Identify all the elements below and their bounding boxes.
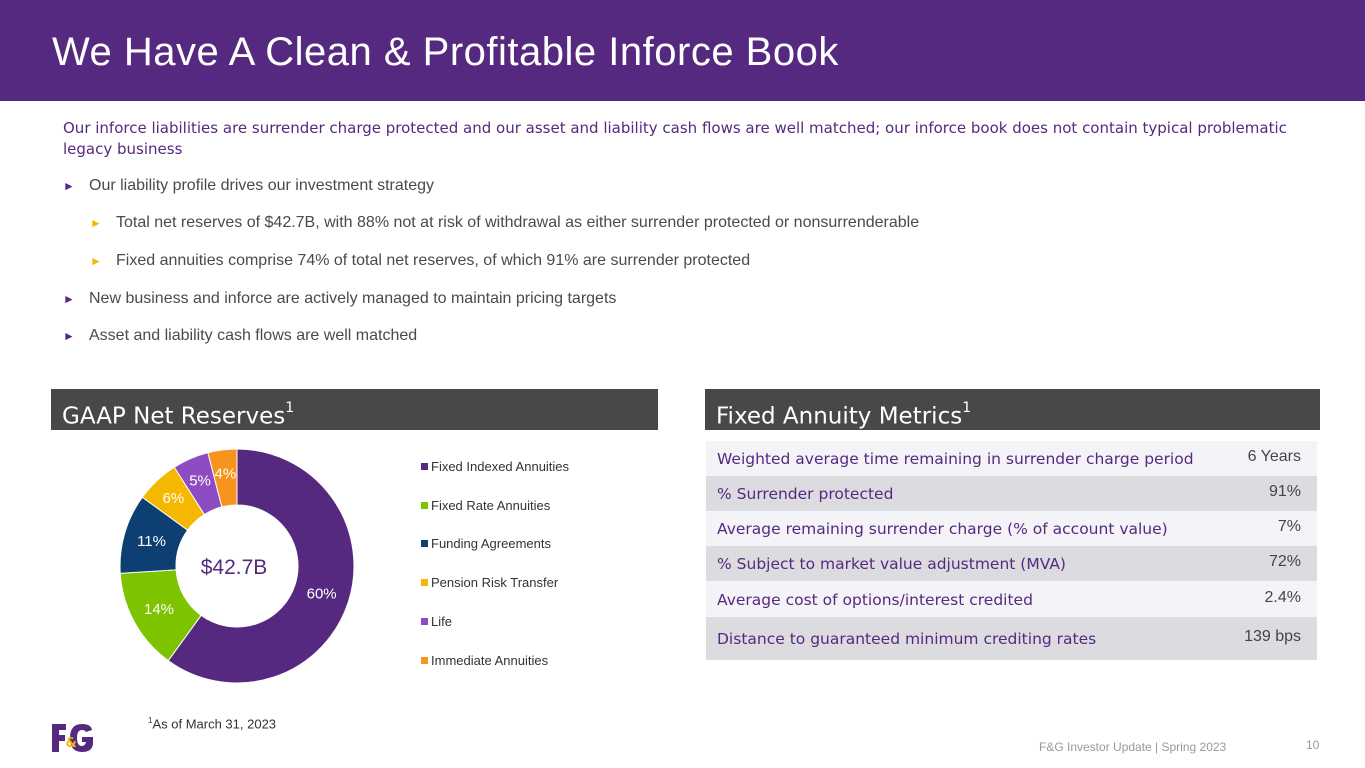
metrics-row: Average cost of options/interest credite… xyxy=(706,581,1317,617)
legend-item: Life xyxy=(421,614,452,629)
metric-value: 2.4% xyxy=(1264,588,1301,606)
metric-label: Weighted average time remaining in surre… xyxy=(717,450,1194,468)
legend-label: Pension Risk Transfer xyxy=(431,575,559,591)
legend-swatch xyxy=(421,656,428,664)
metric-label: % Surrender protected xyxy=(717,485,894,503)
legend-swatch xyxy=(421,501,428,509)
legend-item: Immediate Annuities xyxy=(421,653,548,668)
bullet-arrow-icon: ► xyxy=(63,179,75,193)
sub-bullet-item: ► Fixed annuities comprise 74% of total n… xyxy=(90,252,750,270)
reserves-panel-header: GAAP Net Reserves1 xyxy=(51,389,658,430)
metric-label: Average cost of options/interest credite… xyxy=(717,590,1033,609)
footnote-text: As of March 31, 2023 xyxy=(152,716,277,732)
metrics-panel-title: Fixed Annuity Metrics xyxy=(716,403,963,430)
bullet-arrow-icon: ► xyxy=(90,254,102,268)
legend-label: Immediate Annuities xyxy=(431,652,549,668)
sub-bullet-item: ► Total net reserves of $42.7B, with 88% … xyxy=(90,214,919,232)
metrics-row: % Subject to market value adjustment (MV… xyxy=(706,546,1317,581)
slice-data-label: 60% xyxy=(307,586,337,603)
legend-label: Fixed Indexed Annuities xyxy=(431,459,570,474)
bullet-item: ► Asset and liability cash flows are well… xyxy=(63,327,417,345)
slice-data-label: 6% xyxy=(162,490,184,507)
bullet-arrow-icon: ► xyxy=(63,292,75,306)
donut-slice xyxy=(167,448,355,684)
bullet-text: Fixed annuities comprise 74% of total ne… xyxy=(116,252,751,269)
bullet-text: New business and inforce are actively ma… xyxy=(89,290,617,307)
footnote-marker: 1 xyxy=(148,716,153,725)
metric-value: 6 Years xyxy=(1247,448,1301,465)
footnote-marker: 1 xyxy=(285,400,295,416)
legend-swatch xyxy=(421,579,428,587)
footnote-marker: 1 xyxy=(962,400,972,416)
bullet-item: ► Our liability profile drives our invest… xyxy=(63,177,434,195)
metric-value: 139 bps xyxy=(1244,628,1301,645)
metrics-panel-header: Fixed Annuity Metrics1 xyxy=(705,389,1320,430)
metrics-row: Distance to guaranteed minimum crediting… xyxy=(706,617,1317,660)
slice-data-label: 14% xyxy=(144,601,174,618)
legend-label: Fixed Rate Annuities xyxy=(431,497,551,513)
legend-label: Funding Agreements xyxy=(431,536,551,552)
metrics-row: Weighted average time remaining in surre… xyxy=(706,441,1317,476)
metric-value: 7% xyxy=(1277,518,1301,535)
bullet-item: ► New business and inforce are actively m… xyxy=(63,290,616,308)
legend-label: Life xyxy=(431,613,452,629)
metrics-table: Weighted average time remaining in surre… xyxy=(706,441,1317,660)
bullet-arrow-icon: ► xyxy=(90,216,102,230)
metric-label: Distance to guaranteed minimum crediting… xyxy=(717,630,1097,648)
legend-swatch xyxy=(421,540,428,548)
donut-chart: 60% 14% 11% 6% 5% 4% $42.7B xyxy=(119,448,355,684)
donut-slice xyxy=(207,448,238,508)
page-title: We Have A Clean & Profitable Inforce Boo… xyxy=(52,30,839,74)
slice-data-label: 11% xyxy=(137,533,166,550)
company-logo: & xyxy=(51,723,95,753)
legend-item: Pension Risk Transfer xyxy=(421,575,558,590)
legend-item: Funding Agreements xyxy=(421,536,551,551)
metric-label: % Subject to market value adjustment (MV… xyxy=(717,555,1066,573)
bullet-text: Total net reserves of $42.7B, with 88% n… xyxy=(116,214,920,231)
footer-text: F&G Investor Update | Spring 2023 xyxy=(1039,740,1227,754)
bullet-arrow-icon: ► xyxy=(63,329,75,343)
reserves-panel-title: GAAP Net Reserves xyxy=(62,403,286,430)
header-bar: We Have A Clean & Profitable Inforce Boo… xyxy=(0,0,1365,101)
intro-text: Our inforce liabilities are surrender ch… xyxy=(63,119,1287,158)
logo-ampersand: & xyxy=(66,736,77,751)
legend-item: Fixed Rate Annuities xyxy=(421,498,550,513)
slice-data-label: 4% xyxy=(215,466,237,483)
donut-center-label: $42.7B xyxy=(201,556,268,579)
metrics-row: Average remaining surrender charge (% of… xyxy=(706,511,1317,546)
metrics-row: % Surrender protected 91% xyxy=(706,476,1317,511)
legend-item: Fixed Indexed Annuities xyxy=(421,459,569,474)
footnote: 1As of March 31, 2023 xyxy=(148,716,276,731)
bullet-text: Our liability profile drives our investm… xyxy=(89,177,435,194)
legend-swatch xyxy=(421,463,428,470)
page-number: 10 xyxy=(1306,738,1320,752)
metric-label: Average remaining surrender charge (% of… xyxy=(717,520,1168,538)
metric-value: 72% xyxy=(1268,553,1301,570)
metric-value: 91% xyxy=(1268,483,1301,500)
legend-swatch xyxy=(421,617,428,625)
slice-data-label: 5% xyxy=(189,473,211,490)
bullet-text: Asset and liability cash flows are well … xyxy=(89,327,418,344)
